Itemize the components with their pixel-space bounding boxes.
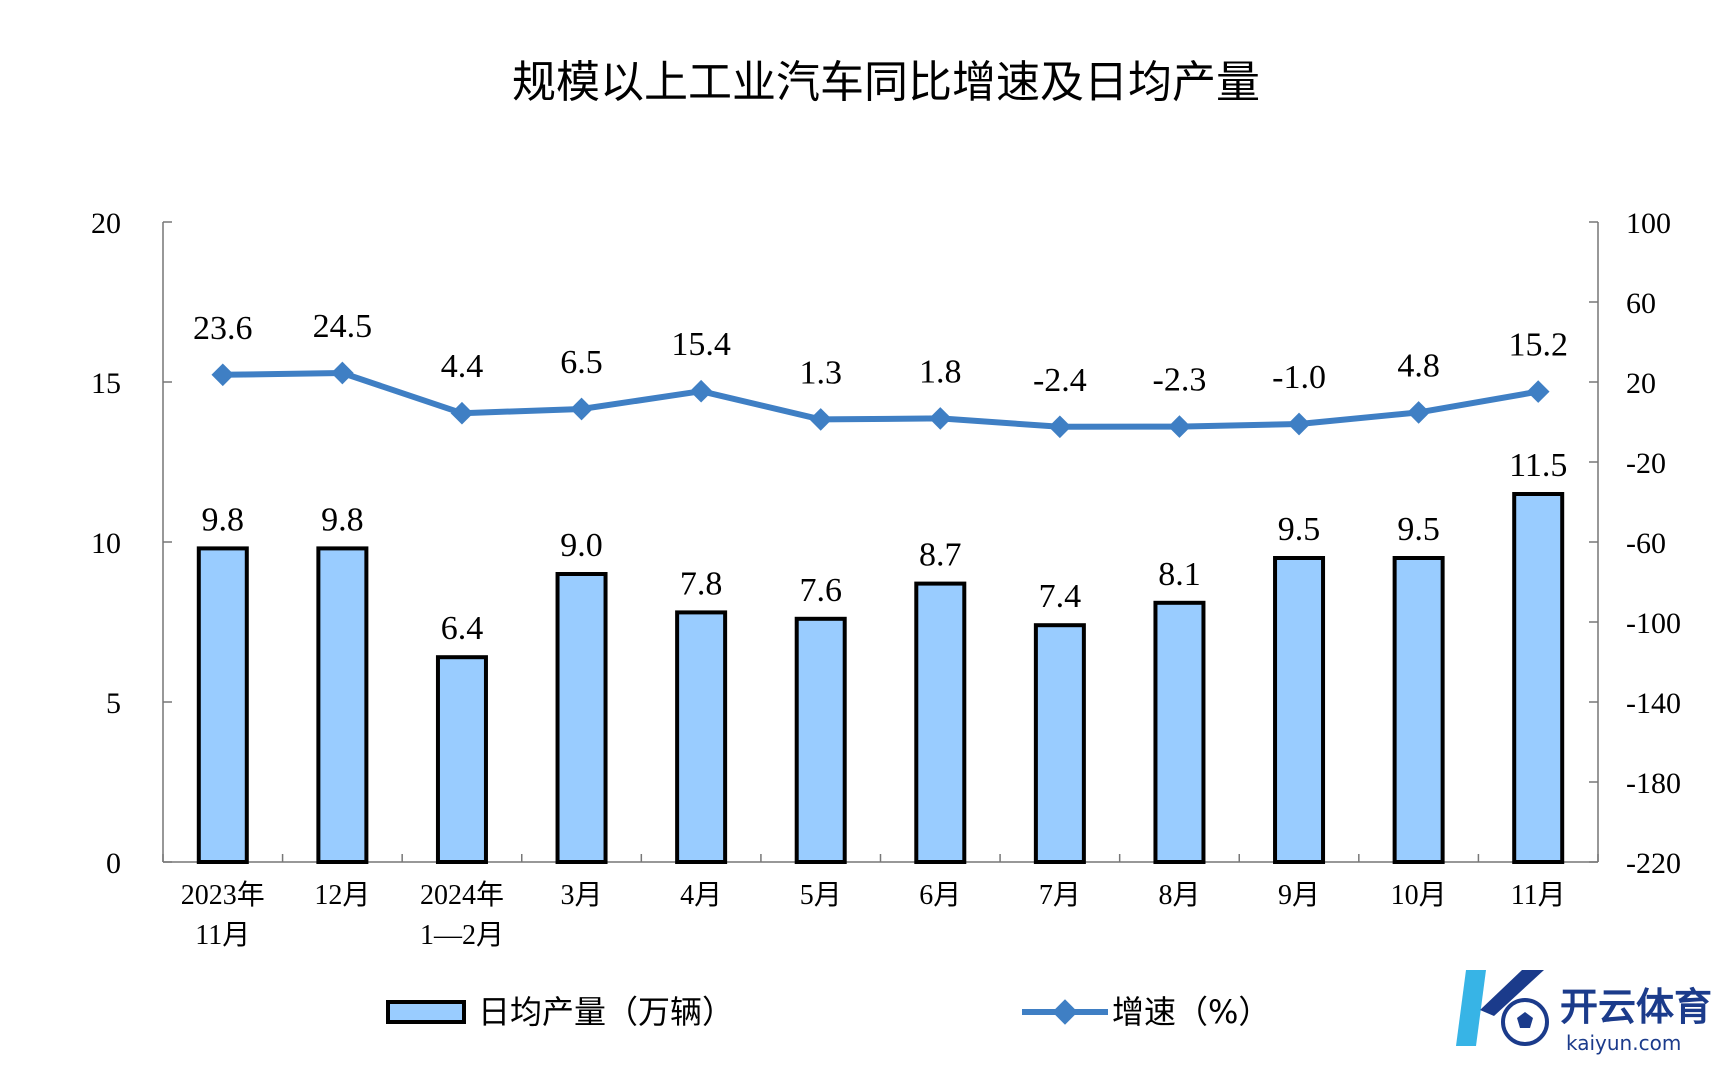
legend-line-label: 增速（%） <box>1112 993 1270 1031</box>
line-point <box>211 363 235 387</box>
line-data-label: 6.5 <box>560 344 603 381</box>
y-left-tick-label: 0 <box>106 847 121 880</box>
y-left-tick-label: 15 <box>91 367 121 400</box>
legend-line-marker <box>1052 999 1078 1025</box>
y-right-tick-label: 100 <box>1626 207 1671 240</box>
y-right-tick-label: -20 <box>1626 447 1666 480</box>
line-data-label: -1.0 <box>1272 359 1326 396</box>
line-point <box>1048 415 1072 439</box>
x-tick-label: 9月 <box>1278 880 1320 911</box>
x-tick-label: 10月 <box>1391 880 1447 911</box>
watermark-url: kaiyun.com <box>1566 1031 1681 1055</box>
axes: 0 5 10 15 20 -220 -180 -140 -100 -60 -20 20 60 100 <box>91 207 1681 880</box>
bar <box>316 546 369 865</box>
x-tick-label: 4月 <box>680 880 722 911</box>
line-data-label: -2.4 <box>1033 362 1087 399</box>
x-tick-label: 11月 <box>195 920 250 951</box>
bar-data-label: 8.1 <box>1158 556 1201 593</box>
y-right-tick-label: -100 <box>1626 607 1681 640</box>
line-data-label: 15.4 <box>671 326 731 363</box>
line-point <box>570 397 593 421</box>
bar <box>555 572 608 864</box>
line-point <box>928 407 952 430</box>
y-right-tick-label: 20 <box>1626 367 1656 400</box>
bar <box>1512 492 1565 864</box>
line-point <box>1526 380 1550 403</box>
x-tick-label: 6月 <box>919 880 961 911</box>
y-left-tick-label: 10 <box>91 527 121 560</box>
soccer-ball-pattern <box>1517 1012 1533 1028</box>
y-right-tick-label: -180 <box>1626 767 1681 800</box>
x-tick-label: 2024年 <box>420 879 504 911</box>
bar-data-label: 9.5 <box>1397 511 1440 548</box>
bar <box>1153 600 1206 864</box>
line-series <box>211 361 1550 439</box>
bar <box>1033 623 1086 865</box>
bar-data-label: 7.6 <box>799 572 842 609</box>
y-right-tick-label: -60 <box>1626 527 1666 560</box>
line-data-label: 4.4 <box>441 348 484 385</box>
logo-k-arm <box>1480 970 1544 1016</box>
x-tick-label: 8月 <box>1158 880 1200 911</box>
line-point <box>450 401 474 425</box>
legend-bar-swatch <box>386 1000 466 1024</box>
x-tick-label: 11月 <box>1511 880 1566 911</box>
line-point <box>331 361 354 385</box>
y-left-tick-label: 5 <box>106 687 121 720</box>
bar <box>1392 556 1445 864</box>
bar-series <box>196 492 1565 865</box>
y-right-tick-label: -220 <box>1626 847 1681 880</box>
logo-k-mark <box>1456 970 1486 1046</box>
line-data-label: 1.8 <box>919 353 962 390</box>
bar-data-label: 6.4 <box>441 610 484 647</box>
bar <box>794 616 847 864</box>
line-data-label: 24.5 <box>313 308 373 345</box>
bar-data-label: 9.5 <box>1278 511 1321 548</box>
line-point <box>1407 401 1430 424</box>
bar-data-label: 7.4 <box>1039 578 1082 615</box>
x-tick-label: 2023年 <box>181 879 265 911</box>
line-data-label: 15.2 <box>1508 327 1568 364</box>
line-path <box>222 370 1539 430</box>
line-point <box>809 408 833 431</box>
legend: 日均产量（万辆） 增速（%） <box>386 993 1270 1031</box>
bar <box>675 610 728 865</box>
line-point <box>1168 415 1191 438</box>
legend-bar-label: 日均产量（万辆） <box>478 993 734 1031</box>
bar-data-label: 8.7 <box>919 537 962 574</box>
bar-data-label: 11.5 <box>1509 447 1567 484</box>
y-right-tick-label: -140 <box>1626 687 1681 720</box>
chart-title: 规模以上工业汽车同比增速及日均产量 <box>512 57 1260 108</box>
x-tick-label: 1—2月 <box>420 920 504 951</box>
bar-labels: 9.8 9.8 6.4 9.0 7.8 7.6 8.7 7.4 8.1 9.5 9.5 11.5 <box>202 447 1568 647</box>
x-tick-labels: 2023年 11月 12月 2024年 1—2月 3月 4月 5月 6月 7月 8月 9月 10月 11月 <box>181 879 1566 951</box>
y-right-tick-label: 60 <box>1626 287 1656 320</box>
bar <box>914 581 967 864</box>
line-data-label: 4.8 <box>1397 347 1440 384</box>
bar-data-label: 7.8 <box>680 565 723 602</box>
bar <box>196 546 249 865</box>
line-labels: 23.6 24.5 4.4 6.5 15.4 1.3 1.8 -2.4 -2.3 -1.0 4.8 1… <box>193 308 1568 399</box>
line-data-label: -2.3 <box>1153 362 1207 399</box>
bar-data-label: 9.0 <box>560 527 603 564</box>
line-data-label: 1.3 <box>799 354 842 391</box>
y-left-tick-label: 20 <box>91 207 121 240</box>
bar-data-label: 9.8 <box>202 501 245 538</box>
line-point <box>1287 412 1311 436</box>
x-tick-label: 3月 <box>561 880 603 911</box>
x-tick-label: 7月 <box>1039 880 1081 911</box>
line-point <box>689 379 713 403</box>
x-tick-label: 5月 <box>800 880 842 911</box>
watermark-logo: 开云体育 kaiyun.com <box>1456 970 1712 1055</box>
watermark-brand: 开云体育 <box>1560 985 1712 1029</box>
bar-data-label: 9.8 <box>321 501 364 538</box>
bar <box>1273 556 1326 864</box>
x-tick-label: 12月 <box>314 880 370 911</box>
bar <box>435 655 488 865</box>
line-data-label: 23.6 <box>193 310 253 347</box>
